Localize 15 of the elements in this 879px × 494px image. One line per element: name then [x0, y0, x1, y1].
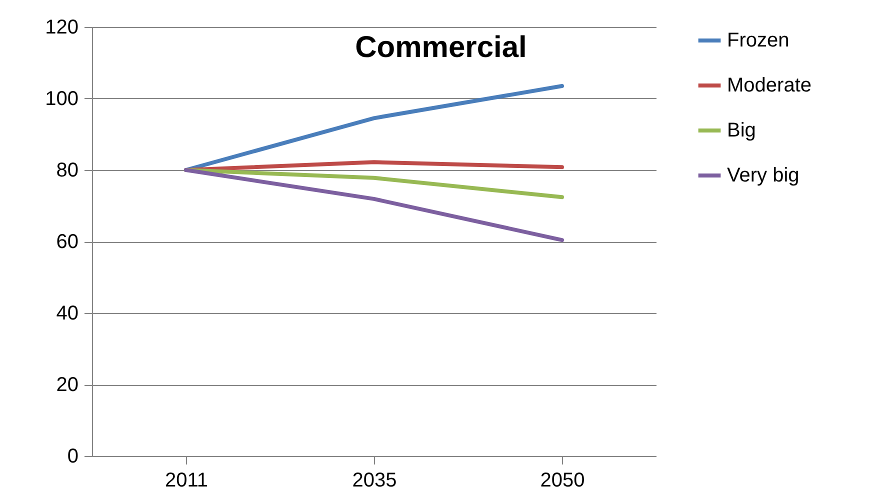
- legend-label: Very big: [727, 164, 800, 186]
- y-tick-label: 20: [56, 374, 78, 396]
- legend-label: Frozen: [727, 30, 790, 52]
- x-tick-label: 2050: [540, 470, 585, 492]
- y-tick-label: 100: [45, 88, 78, 110]
- legend-label: Big: [727, 120, 756, 142]
- y-tick-label: 0: [67, 446, 78, 468]
- y-tick-label: 120: [45, 16, 78, 38]
- chart-title: Commercial: [355, 31, 527, 64]
- y-tick-label: 40: [56, 302, 78, 324]
- y-tick-label: 60: [56, 231, 78, 253]
- legend-label: Moderate: [727, 74, 812, 96]
- x-tick-label: 2011: [164, 470, 208, 492]
- x-tick-label: 2035: [352, 470, 397, 492]
- y-tick-label: 80: [56, 160, 78, 182]
